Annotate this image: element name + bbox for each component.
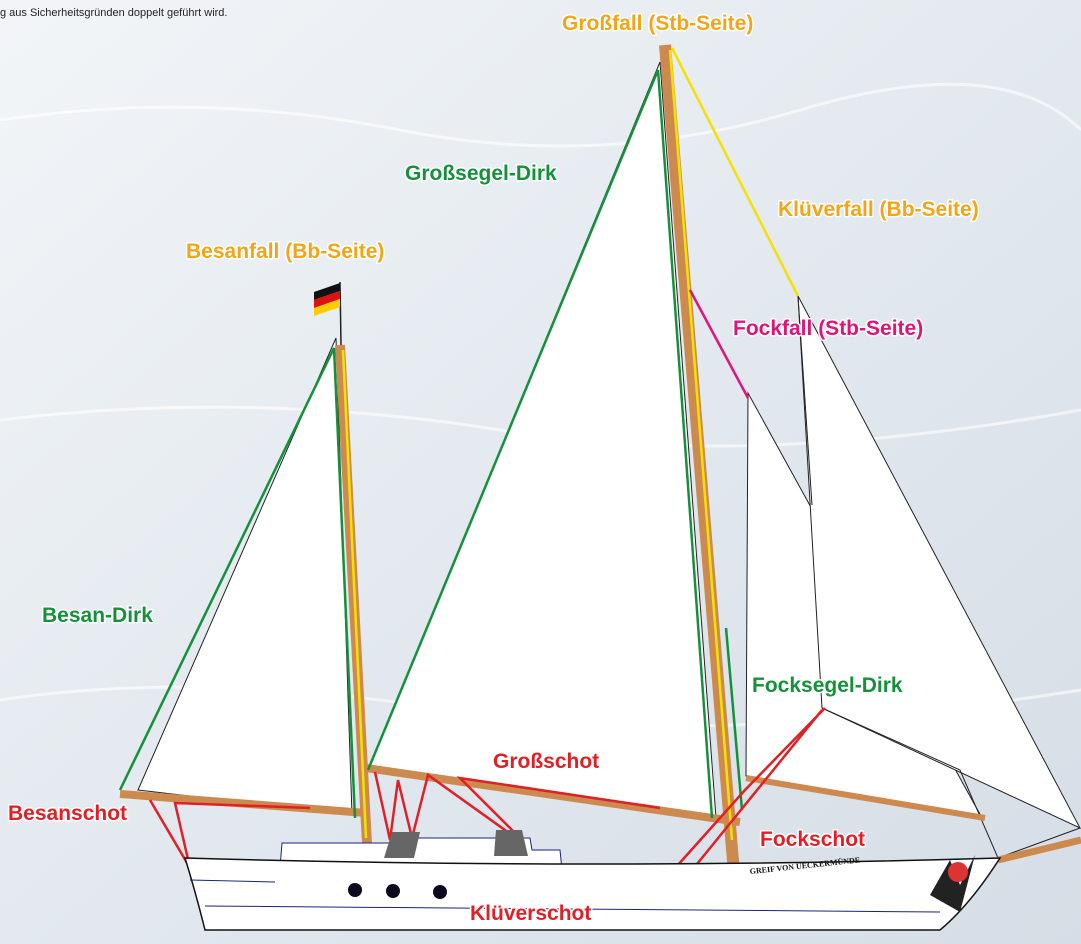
label-grossschot: Großschot [493, 750, 599, 773]
label-besan-dirk: Besan-Dirk [42, 604, 153, 627]
label-fockfall: Fockfall (Stb-Seite) [733, 317, 923, 340]
label-grossfall: Großfall (Stb-Seite) [562, 12, 753, 35]
hull [183, 830, 1002, 931]
label-besanfall: Besanfall (Bb-Seite) [186, 240, 384, 263]
note-text: g aus Sicherheitsgründen doppelt geführt… [0, 7, 227, 19]
label-focksegel-dirk: Focksegel-Dirk [752, 674, 903, 697]
label-besanschot: Besanschot [8, 802, 127, 825]
sails [137, 61, 1081, 859]
label-kluverschot: Klüverschot [470, 902, 591, 925]
label-kluverfall: Klüverfall (Bb-Seite) [778, 198, 979, 221]
label-grosssegel-dirk: Großsegel-Dirk [405, 162, 557, 185]
flag [314, 281, 342, 346]
label-fockschot: Fockschot [760, 828, 865, 851]
